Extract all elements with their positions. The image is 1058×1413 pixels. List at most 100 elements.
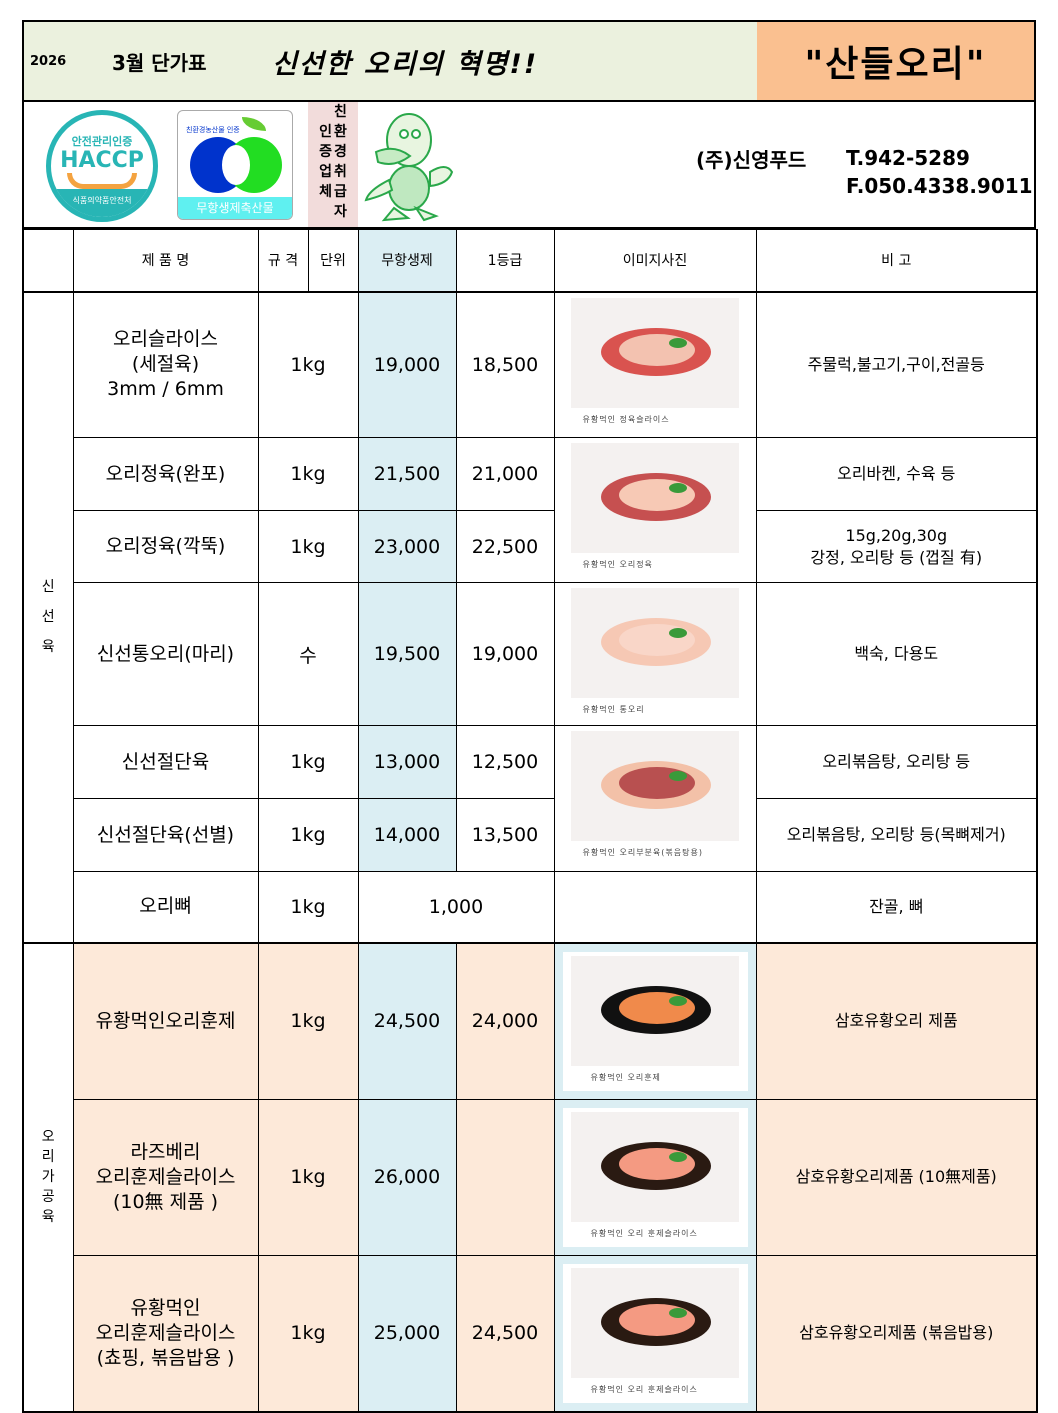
photo-caption: 유황먹인 오리부분육(볶음탕용): [582, 848, 703, 857]
table-row: 신선통오리(마리) 수 19,500 19,000 유황먹인 통오리 백숙, 다용도: [23, 582, 1038, 726]
col-unit: 단위: [307, 229, 359, 293]
remark: 15g,20g,30g 강정, 오리탕 등 (껍질 有): [755, 510, 1038, 583]
price-antibiotic-free: 21,500: [357, 437, 457, 511]
price-grade1: [455, 1098, 555, 1256]
remark: 삼호유황오리제품 (볶음밥용): [755, 1254, 1038, 1412]
company-name: (주)신영푸드: [696, 148, 807, 172]
price-antibiotic-free: 19,000: [357, 291, 457, 438]
table-row: 오리정육(깍뚝) 1kg 23,000 22,500 15g,20g,30g 강정, 오…: [23, 510, 1038, 583]
brand-name: "산들오리": [757, 22, 1034, 100]
product-photo: 유황먹인 통오리: [553, 582, 757, 726]
product-photo: 유황먹인 정육슬라이스: [553, 291, 757, 438]
price-antibiotic-free: 25,000: [357, 1254, 457, 1412]
product-photo: 유황먹인 오리훈제: [553, 941, 757, 1100]
table-row: 오리뼈 1kg 1,000 잔골, 뼈: [23, 871, 1038, 943]
price-antibiotic-free: 23,000: [357, 510, 457, 583]
column-headers: 제 품 명 규 격 단위 무항생제 1등급 이미지사진 비 고: [22, 229, 1038, 293]
product-name: 오리정육(깍뚝): [72, 510, 259, 583]
product-photo-empty: [553, 871, 757, 943]
photo-caption: 유황먹인 정육슬라이스: [582, 414, 670, 424]
month-title: 3월 단가표: [112, 50, 207, 75]
product-name: 오리정육(완포): [72, 437, 259, 511]
haccp-main: HACCP: [60, 148, 144, 173]
table-row: 신선절단육(선별) 1kg 14,000 13,500 오리볶음탕, 오리탕 등(목뼈제…: [23, 798, 1038, 872]
spec: 1kg: [257, 725, 359, 799]
product-name: 오리슬라이스 (세절육) 3mm / 6mm: [72, 291, 259, 438]
table-row: 유황먹인 오리훈제슬라이스 (쵸핑, 볶음밥용 ) 1kg 25,000 24,500…: [23, 1254, 1038, 1412]
price-antibiotic-free: 14,000: [357, 798, 457, 872]
price-antibiotic-free: 19,500: [357, 582, 457, 726]
price-grade1: 24,500: [455, 1254, 555, 1412]
product-photo: 유황먹인 오리부분육(볶음탕용): [553, 725, 757, 872]
spec: 1kg: [257, 1098, 359, 1256]
photo-caption: 유황먹인 오리 훈제슬라이스: [590, 1384, 698, 1394]
product-photo: 유황먹인 오리 훈제슬라이스: [553, 1254, 757, 1412]
product-name: 신선절단육(선별): [72, 798, 259, 872]
fax-number: F.050.4338.9011: [846, 174, 1033, 198]
logo-row: 안전관리인증 HACCP 식품의약품안전처 친환경농산물 인증 무항생제축산물 …: [22, 100, 1036, 229]
photo-caption: 유황먹인 오리정육: [582, 560, 653, 569]
duck-mascot-icon: [364, 113, 454, 222]
table-row: 신선절단육 1kg 13,000 12,500 유황먹인 오리부분육(볶음탕용) 오리볶음…: [23, 725, 1038, 872]
table-row: 오 리 가 공 육 유황먹인오리훈제 1kg 24,500 24,000 유황먹인 오리훈제 삼호유…: [22, 941, 1038, 1412]
col-spec: 규 격: [257, 229, 309, 293]
price-table: 제 품 명 규 격 단위 무항생제 1등급 이미지사진 비 고 신 선 육 오리슬라이…: [22, 229, 1038, 1413]
price-grade1: 21,000: [455, 437, 555, 511]
phone-number: T.942-5289: [846, 146, 970, 170]
table-row: 라즈베리 오리훈제슬라이스 (10無 제품 ) 1kg 26,000 유황먹인 오리 …: [23, 1098, 1038, 1256]
spec: 1kg: [257, 941, 359, 1100]
year: 2026: [30, 53, 67, 69]
price-grade1: 22,500: [455, 510, 555, 583]
product-name: 유황먹인 오리훈제슬라이스 (쵸핑, 볶음밥용 ): [72, 1254, 259, 1412]
product-photo: 유황먹인 오리정육: [553, 437, 757, 583]
table-row: 신 선 육 오리슬라이스 (세절육) 3mm / 6mm 1kg 19,000 18,500…: [22, 291, 1038, 943]
spec: 1kg: [257, 291, 359, 438]
spec: 1kg: [257, 871, 359, 943]
price: 1,000: [357, 871, 555, 943]
remark: 삼호유황오리 제품: [755, 941, 1038, 1100]
photo-caption: 유황먹인 오리훈제: [590, 1072, 661, 1082]
haccp-logo: 안전관리인증 HACCP 식품의약품안전처: [46, 110, 158, 222]
remark: 백숙, 다용도: [755, 582, 1038, 726]
remark: 오리볶음탕, 오리탕 등(목뼈제거): [755, 798, 1038, 872]
col-name: 제 품 명: [72, 229, 259, 293]
col-antibiotic-free: 무항생제: [357, 229, 457, 293]
price-grade1: 12,500: [455, 725, 555, 799]
price-grade1: 13,500: [455, 798, 555, 872]
remark: 오리바켄, 수육 등: [755, 437, 1038, 511]
title-band: 2026 3월 단가표 신선한 오리의 혁명!! "산들오리": [22, 20, 1036, 100]
spec: 1kg: [257, 437, 359, 511]
product-name: 신선통오리(마리): [72, 582, 259, 726]
price-antibiotic-free: 13,000: [357, 725, 457, 799]
slogan: 신선한 오리의 혁명!!: [272, 48, 539, 80]
price-grade1: 24,000: [455, 941, 555, 1100]
remark: 잔골, 뼈: [755, 871, 1038, 943]
col-image: 이미지사진: [553, 229, 757, 293]
product-name: 신선절단육: [72, 725, 259, 799]
spec: 1kg: [257, 1254, 359, 1412]
table-row: 오리정육(완포) 1kg 21,500 21,000 유황먹인 오리정육 오리바켄, 수육…: [23, 437, 1038, 583]
remark: 오리볶음탕, 오리탕 등: [755, 725, 1038, 799]
spec: 수: [257, 582, 359, 726]
product-photo: 유황먹인 오리 훈제슬라이스: [553, 1098, 757, 1256]
price-sheet: 2026 3월 단가표 신선한 오리의 혁명!! "산들오리" 안전관리인증 H…: [22, 20, 1038, 1413]
spec: 1kg: [257, 510, 359, 583]
product-name: 오리뼈: [72, 871, 259, 943]
price-grade1: 19,000: [455, 582, 555, 726]
product-name: 라즈베리 오리훈제슬라이스 (10無 제품 ): [72, 1098, 259, 1256]
haccp-bottom: 식품의약품안전처: [51, 189, 153, 217]
remark: 삼호유황오리제품 (10無제품): [755, 1098, 1038, 1256]
col-grade1: 1등급: [455, 229, 555, 293]
spec: 1kg: [257, 798, 359, 872]
col-remark: 비 고: [755, 229, 1038, 293]
price-grade1: 18,500: [455, 291, 555, 438]
haccp-top: 안전관리인증: [71, 135, 133, 148]
remark: 주물럭,불고기,구이,전골등: [755, 291, 1038, 438]
price-antibiotic-free: 24,500: [357, 941, 457, 1100]
eco-cert-logo: 친환경농산물 인증 무항생제축산물: [177, 110, 293, 220]
eco-tag: 무항생제축산물: [178, 197, 292, 219]
price-antibiotic-free: 26,000: [357, 1098, 457, 1256]
